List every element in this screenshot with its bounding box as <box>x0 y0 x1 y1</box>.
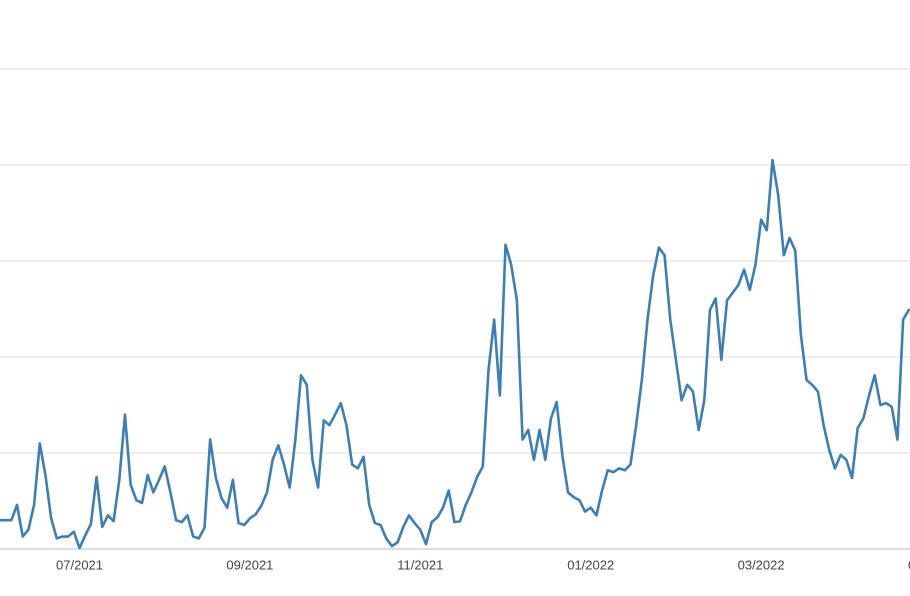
x-tick-label: 11/2021 <box>397 557 443 572</box>
x-tick-label: 05/2022 <box>908 557 910 572</box>
x-tick-label: 01/2022 <box>567 557 614 572</box>
x-tick-label: 09/2021 <box>226 557 273 572</box>
x-tick-label: 07/2021 <box>56 557 103 572</box>
data-line <box>0 158 910 550</box>
x-tick-label: 03/2022 <box>738 557 785 572</box>
